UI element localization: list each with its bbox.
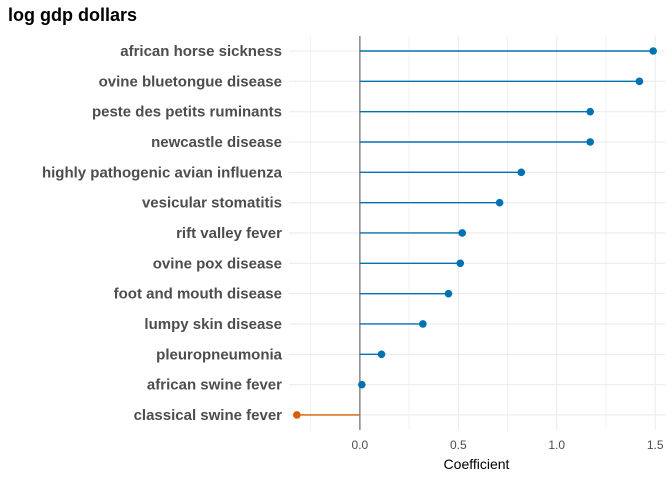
stem-layer xyxy=(296,50,654,416)
y-tick-label: foot and mouth disease xyxy=(114,286,282,303)
chart-title: log gdp dollars xyxy=(8,5,137,25)
point-layer xyxy=(293,47,657,419)
lollipop-point xyxy=(517,168,526,177)
x-tick-label: 0.5 xyxy=(450,438,467,452)
y-tick-label: highly pathogenic avian influenza xyxy=(42,164,283,181)
y-tick-label: peste des petits ruminants xyxy=(92,104,282,121)
y-tick-label: ovine pox disease xyxy=(153,255,282,272)
lollipop-point xyxy=(586,107,594,116)
y-tick-label: ovine bluetongue disease xyxy=(99,73,282,90)
lollipop-point xyxy=(456,259,465,268)
lollipop-point xyxy=(635,77,644,86)
x-tick-label: 1.5 xyxy=(647,438,664,452)
y-tick-label: african swine fever xyxy=(147,377,282,394)
lollipop-point xyxy=(458,229,467,237)
y-tick-label: rift valley fever xyxy=(176,225,282,242)
x-tick-label: 0.0 xyxy=(352,438,369,452)
y-tick-label: lumpy skin disease xyxy=(144,316,282,333)
y-tick-label: pleuropneumonia xyxy=(156,346,282,363)
y-axis-labels: african horse sickness ovine bluetongue d… xyxy=(42,43,283,424)
lollipop-point xyxy=(649,47,657,55)
lollipop-point xyxy=(586,138,594,146)
grid-layer xyxy=(289,36,665,430)
lollipop-point xyxy=(444,289,453,298)
y-tick-label: vesicular stomatitis xyxy=(142,195,282,212)
lollipop-point xyxy=(495,198,504,207)
lollipop-point xyxy=(293,411,301,419)
lollipop-point xyxy=(358,380,366,389)
lollipop-point xyxy=(377,350,386,359)
lollipop-point xyxy=(419,320,427,328)
x-tick-label: 1.0 xyxy=(548,438,565,452)
y-tick-label: classical swine fever xyxy=(134,407,283,424)
y-tick-label: african horse sickness xyxy=(120,43,282,60)
y-tick-label: newcastle disease xyxy=(151,134,282,151)
x-axis-title: Coefficient xyxy=(444,456,510,472)
x-axis-ticks: 0.0 0.5 1.0 1.5 xyxy=(352,438,664,452)
